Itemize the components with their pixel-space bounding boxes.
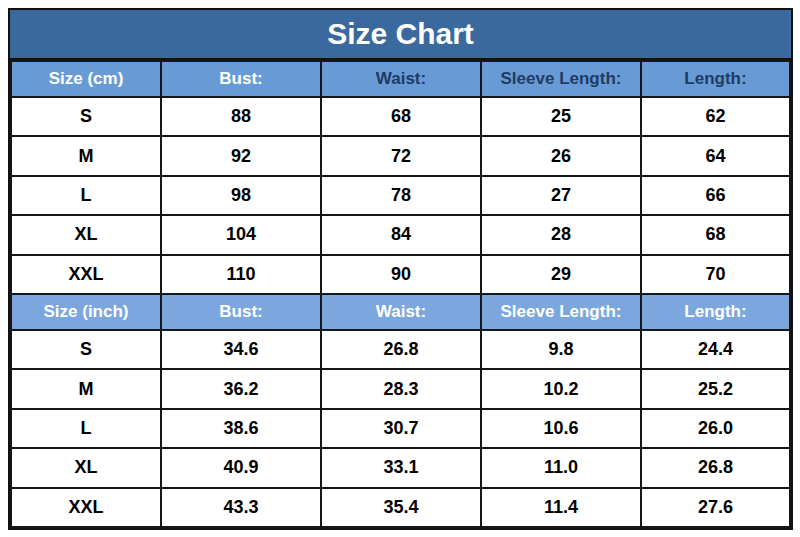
size-label: S bbox=[11, 97, 161, 136]
measurement-value: 9.8 bbox=[481, 330, 641, 369]
table-row: M36.228.310.225.2 bbox=[11, 369, 790, 408]
size-label: M bbox=[11, 136, 161, 175]
measurement-value: 40.9 bbox=[161, 448, 321, 487]
column-header: Size (inch) bbox=[11, 294, 161, 330]
size-label: M bbox=[11, 369, 161, 408]
size-label: S bbox=[11, 330, 161, 369]
column-header: Waist: bbox=[321, 294, 481, 330]
measurement-value: 29 bbox=[481, 255, 641, 294]
size-label: XL bbox=[11, 215, 161, 254]
measurement-value: 24.4 bbox=[641, 330, 790, 369]
measurement-value: 25 bbox=[481, 97, 641, 136]
measurement-value: 68 bbox=[321, 97, 481, 136]
measurement-value: 10.2 bbox=[481, 369, 641, 408]
table-row: XL40.933.111.026.8 bbox=[11, 448, 790, 487]
measurement-value: 78 bbox=[321, 176, 481, 215]
measurement-value: 25.2 bbox=[641, 369, 790, 408]
column-header: Length: bbox=[641, 294, 790, 330]
column-header: Length: bbox=[641, 61, 790, 97]
table-row: S34.626.89.824.4 bbox=[11, 330, 790, 369]
chart-title: Size Chart bbox=[10, 10, 791, 60]
column-header: Size (cm) bbox=[11, 61, 161, 97]
size-label: XXL bbox=[11, 488, 161, 527]
size-chart: Size Chart Size (cm)Bust:Waist:Sleeve Le… bbox=[8, 8, 793, 530]
table-row: L98782766 bbox=[11, 176, 790, 215]
measurement-value: 62 bbox=[641, 97, 790, 136]
measurement-value: 11.4 bbox=[481, 488, 641, 527]
measurement-value: 35.4 bbox=[321, 488, 481, 527]
measurement-value: 84 bbox=[321, 215, 481, 254]
size-label: L bbox=[11, 409, 161, 448]
size-label: XXL bbox=[11, 255, 161, 294]
measurement-value: 30.7 bbox=[321, 409, 481, 448]
measurement-value: 10.6 bbox=[481, 409, 641, 448]
column-header: Bust: bbox=[161, 294, 321, 330]
measurement-value: 70 bbox=[641, 255, 790, 294]
measurement-value: 34.6 bbox=[161, 330, 321, 369]
measurement-value: 104 bbox=[161, 215, 321, 254]
table-row: XXL110902970 bbox=[11, 255, 790, 294]
measurement-value: 72 bbox=[321, 136, 481, 175]
column-header: Sleeve Length: bbox=[481, 61, 641, 97]
measurement-value: 88 bbox=[161, 97, 321, 136]
measurement-value: 92 bbox=[161, 136, 321, 175]
measurement-value: 36.2 bbox=[161, 369, 321, 408]
column-header: Sleeve Length: bbox=[481, 294, 641, 330]
size-label: L bbox=[11, 176, 161, 215]
size-table: Size (cm)Bust:Waist:Sleeve Length:Length… bbox=[10, 60, 791, 528]
measurement-value: 33.1 bbox=[321, 448, 481, 487]
measurement-value: 26.8 bbox=[641, 448, 790, 487]
table-row: M92722664 bbox=[11, 136, 790, 175]
measurement-value: 28.3 bbox=[321, 369, 481, 408]
size-label: XL bbox=[11, 448, 161, 487]
column-header: Waist: bbox=[321, 61, 481, 97]
measurement-value: 43.3 bbox=[161, 488, 321, 527]
table-row: L38.630.710.626.0 bbox=[11, 409, 790, 448]
measurement-value: 110 bbox=[161, 255, 321, 294]
measurement-value: 64 bbox=[641, 136, 790, 175]
table-row: XXL43.335.411.427.6 bbox=[11, 488, 790, 527]
measurement-value: 26.0 bbox=[641, 409, 790, 448]
measurement-value: 26.8 bbox=[321, 330, 481, 369]
size-chart-page: Size Chart Size (cm)Bust:Waist:Sleeve Le… bbox=[0, 0, 800, 537]
measurement-value: 90 bbox=[321, 255, 481, 294]
measurement-value: 28 bbox=[481, 215, 641, 254]
measurement-value: 66 bbox=[641, 176, 790, 215]
measurement-value: 11.0 bbox=[481, 448, 641, 487]
header-row: Size (cm)Bust:Waist:Sleeve Length:Length… bbox=[11, 61, 790, 97]
measurement-value: 38.6 bbox=[161, 409, 321, 448]
measurement-value: 26 bbox=[481, 136, 641, 175]
measurement-value: 27.6 bbox=[641, 488, 790, 527]
measurement-value: 27 bbox=[481, 176, 641, 215]
table-row: XL104842868 bbox=[11, 215, 790, 254]
size-table-body: Size (cm)Bust:Waist:Sleeve Length:Length… bbox=[11, 61, 790, 527]
table-row: S88682562 bbox=[11, 97, 790, 136]
column-header: Bust: bbox=[161, 61, 321, 97]
header-row: Size (inch)Bust:Waist:Sleeve Length:Leng… bbox=[11, 294, 790, 330]
measurement-value: 68 bbox=[641, 215, 790, 254]
measurement-value: 98 bbox=[161, 176, 321, 215]
